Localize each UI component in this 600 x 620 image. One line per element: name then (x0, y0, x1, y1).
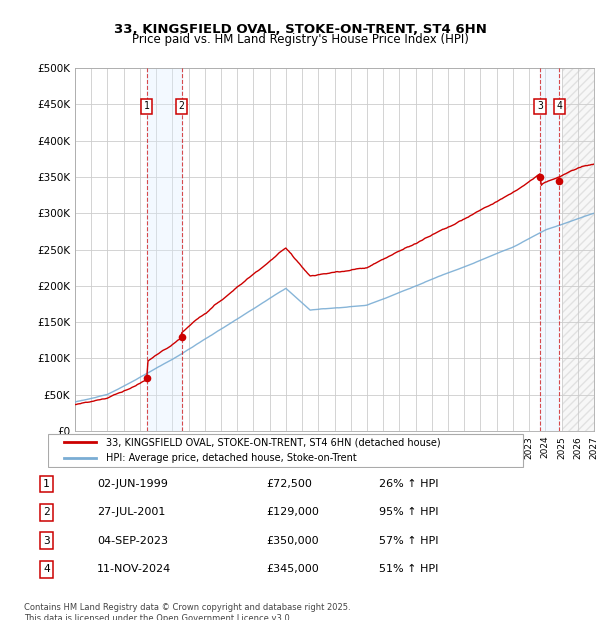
Text: 3: 3 (43, 536, 50, 546)
Text: Price paid vs. HM Land Registry's House Price Index (HPI): Price paid vs. HM Land Registry's House … (131, 33, 469, 46)
Text: 11-NOV-2024: 11-NOV-2024 (97, 564, 172, 574)
Text: HPI: Average price, detached house, Stoke-on-Trent: HPI: Average price, detached house, Stok… (106, 453, 357, 463)
Text: £72,500: £72,500 (266, 479, 313, 489)
Text: 02-JUN-1999: 02-JUN-1999 (97, 479, 168, 489)
Text: 4: 4 (43, 564, 50, 574)
FancyBboxPatch shape (48, 434, 523, 467)
Text: 95% ↑ HPI: 95% ↑ HPI (379, 507, 439, 517)
Text: 4: 4 (556, 101, 562, 111)
Text: 27-JUL-2001: 27-JUL-2001 (97, 507, 166, 517)
Text: 33, KINGSFIELD OVAL, STOKE-ON-TRENT, ST4 6HN (detached house): 33, KINGSFIELD OVAL, STOKE-ON-TRENT, ST4… (106, 437, 441, 447)
Text: Contains HM Land Registry data © Crown copyright and database right 2025.
This d: Contains HM Land Registry data © Crown c… (24, 603, 350, 620)
Bar (146, 68, 182, 431)
Text: 26% ↑ HPI: 26% ↑ HPI (379, 479, 439, 489)
Text: 2: 2 (43, 507, 50, 517)
Text: 57% ↑ HPI: 57% ↑ HPI (379, 536, 439, 546)
Text: 1: 1 (144, 101, 149, 111)
Text: £350,000: £350,000 (266, 536, 319, 546)
Bar (540, 68, 559, 431)
Text: 33, KINGSFIELD OVAL, STOKE-ON-TRENT, ST4 6HN: 33, KINGSFIELD OVAL, STOKE-ON-TRENT, ST4… (113, 23, 487, 36)
Text: 1: 1 (43, 479, 50, 489)
Text: £345,000: £345,000 (266, 564, 319, 574)
Text: £129,000: £129,000 (266, 507, 319, 517)
Text: 51% ↑ HPI: 51% ↑ HPI (379, 564, 439, 574)
Text: 2: 2 (179, 101, 184, 111)
Text: 04-SEP-2023: 04-SEP-2023 (97, 536, 169, 546)
Polygon shape (562, 68, 594, 431)
Text: 3: 3 (537, 101, 543, 111)
